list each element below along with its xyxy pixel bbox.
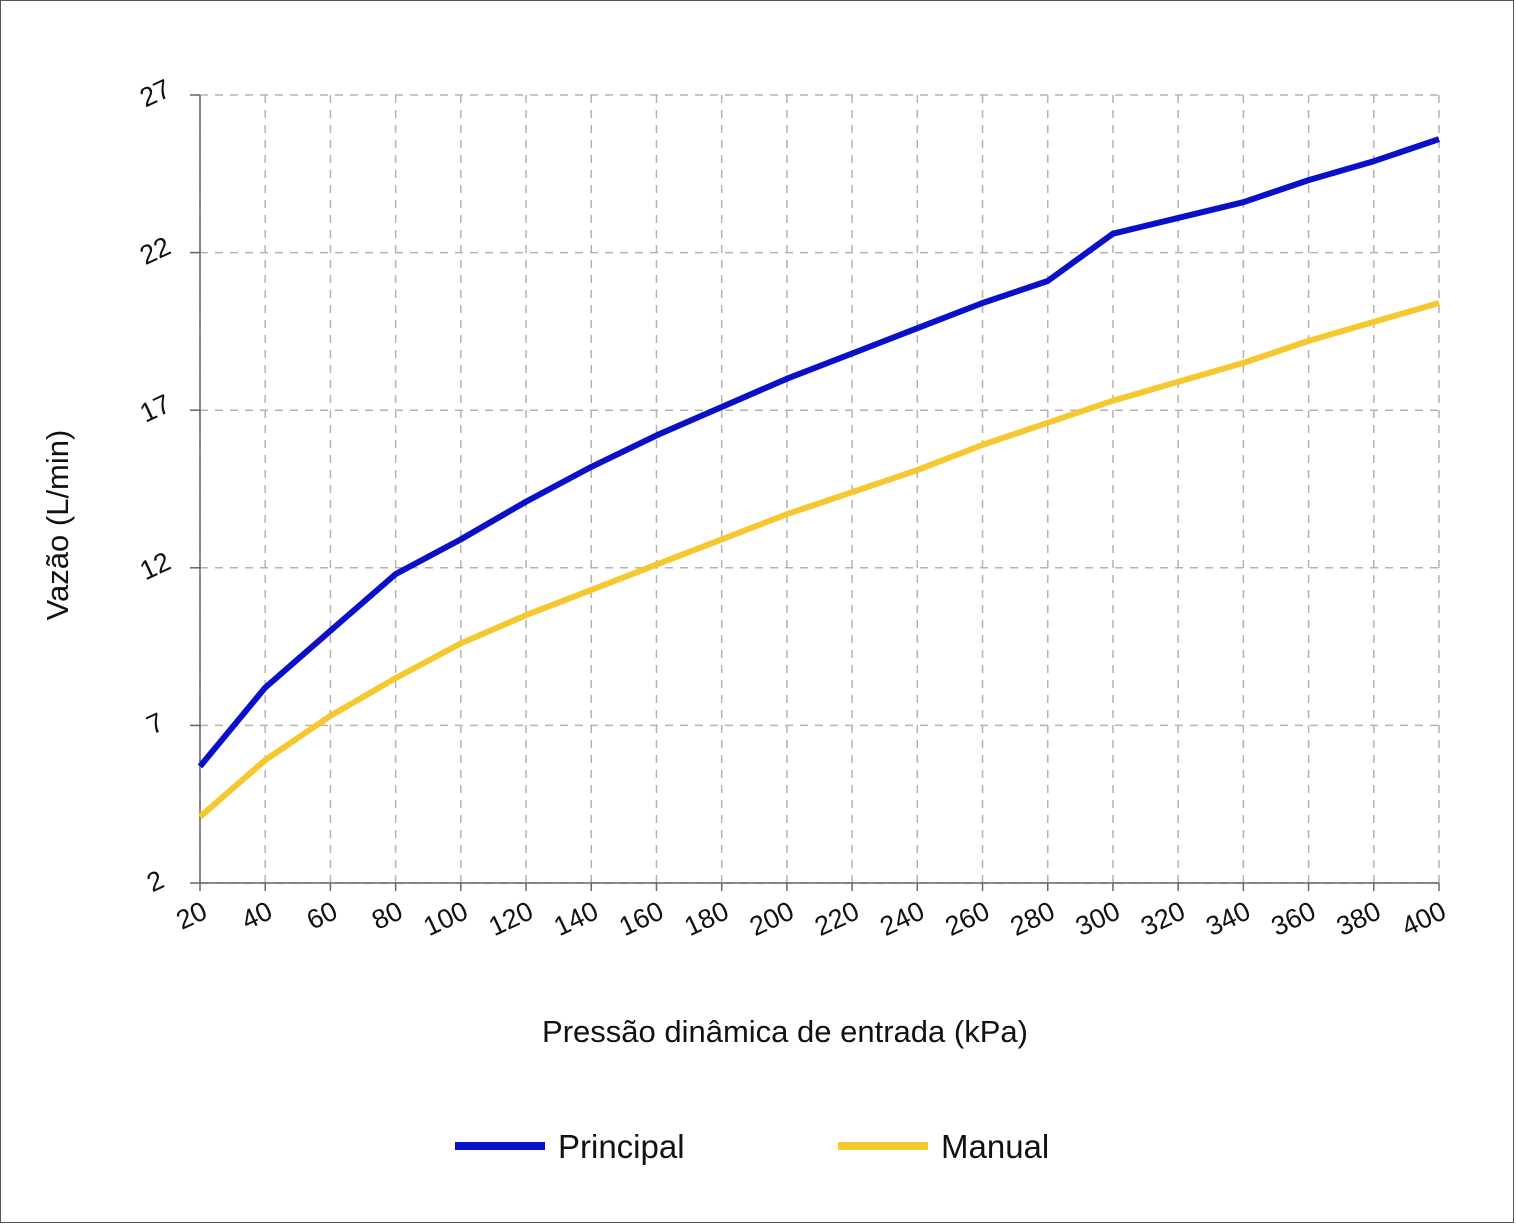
x-tick-label: 380 — [1332, 896, 1386, 942]
legend-label-manual: Manual — [941, 1128, 1049, 1165]
y-tick-label: 12 — [135, 546, 175, 586]
y-tick-label: 17 — [135, 389, 175, 429]
x-tick-label: 20 — [172, 896, 212, 936]
x-tick-label: 240 — [875, 896, 929, 942]
x-tick-label: 260 — [941, 896, 995, 942]
x-tick-label: 120 — [484, 896, 538, 942]
legend-label-principal: Principal — [558, 1128, 685, 1165]
x-tick-label: 140 — [549, 896, 603, 942]
x-tick-label: 220 — [810, 896, 864, 942]
y-tick-label: 22 — [135, 231, 175, 271]
x-tick-label: 60 — [302, 896, 342, 936]
x-tick-label: 80 — [367, 896, 407, 936]
x-tick-label: 300 — [1071, 896, 1125, 942]
grid — [199, 94, 1440, 884]
y-tick-label: 2 — [142, 865, 168, 899]
y-axis-title: Vazão (L/min) — [40, 430, 75, 621]
x-tick-label: 100 — [419, 896, 473, 942]
series-lines — [197, 136, 1440, 820]
legend: Principal Manual — [455, 1128, 1049, 1165]
x-tick-label: 160 — [615, 896, 669, 942]
x-tick-label: 400 — [1397, 896, 1451, 942]
x-tick-label: 340 — [1201, 896, 1255, 942]
x-tick-label: 200 — [745, 896, 799, 942]
x-tick-label: 360 — [1267, 896, 1321, 942]
x-tick-label: 40 — [237, 896, 277, 936]
x-tick-labels: 20 40 60 80 100 120 140 160 180 200 220 240 260 280 30… — [172, 896, 1451, 942]
axes — [190, 94, 1440, 891]
x-tick-label: 180 — [680, 896, 734, 942]
y-tick-label: 27 — [135, 73, 175, 113]
x-tick-label: 280 — [1006, 896, 1060, 942]
series-line-principal — [197, 136, 1440, 769]
x-axis-title: Pressão dinâmica de entrada (kPa) — [542, 1014, 1028, 1049]
y-tick-label: 7 — [142, 707, 168, 741]
series-line-manual — [198, 300, 1440, 820]
x-tick-label: 320 — [1136, 896, 1190, 942]
